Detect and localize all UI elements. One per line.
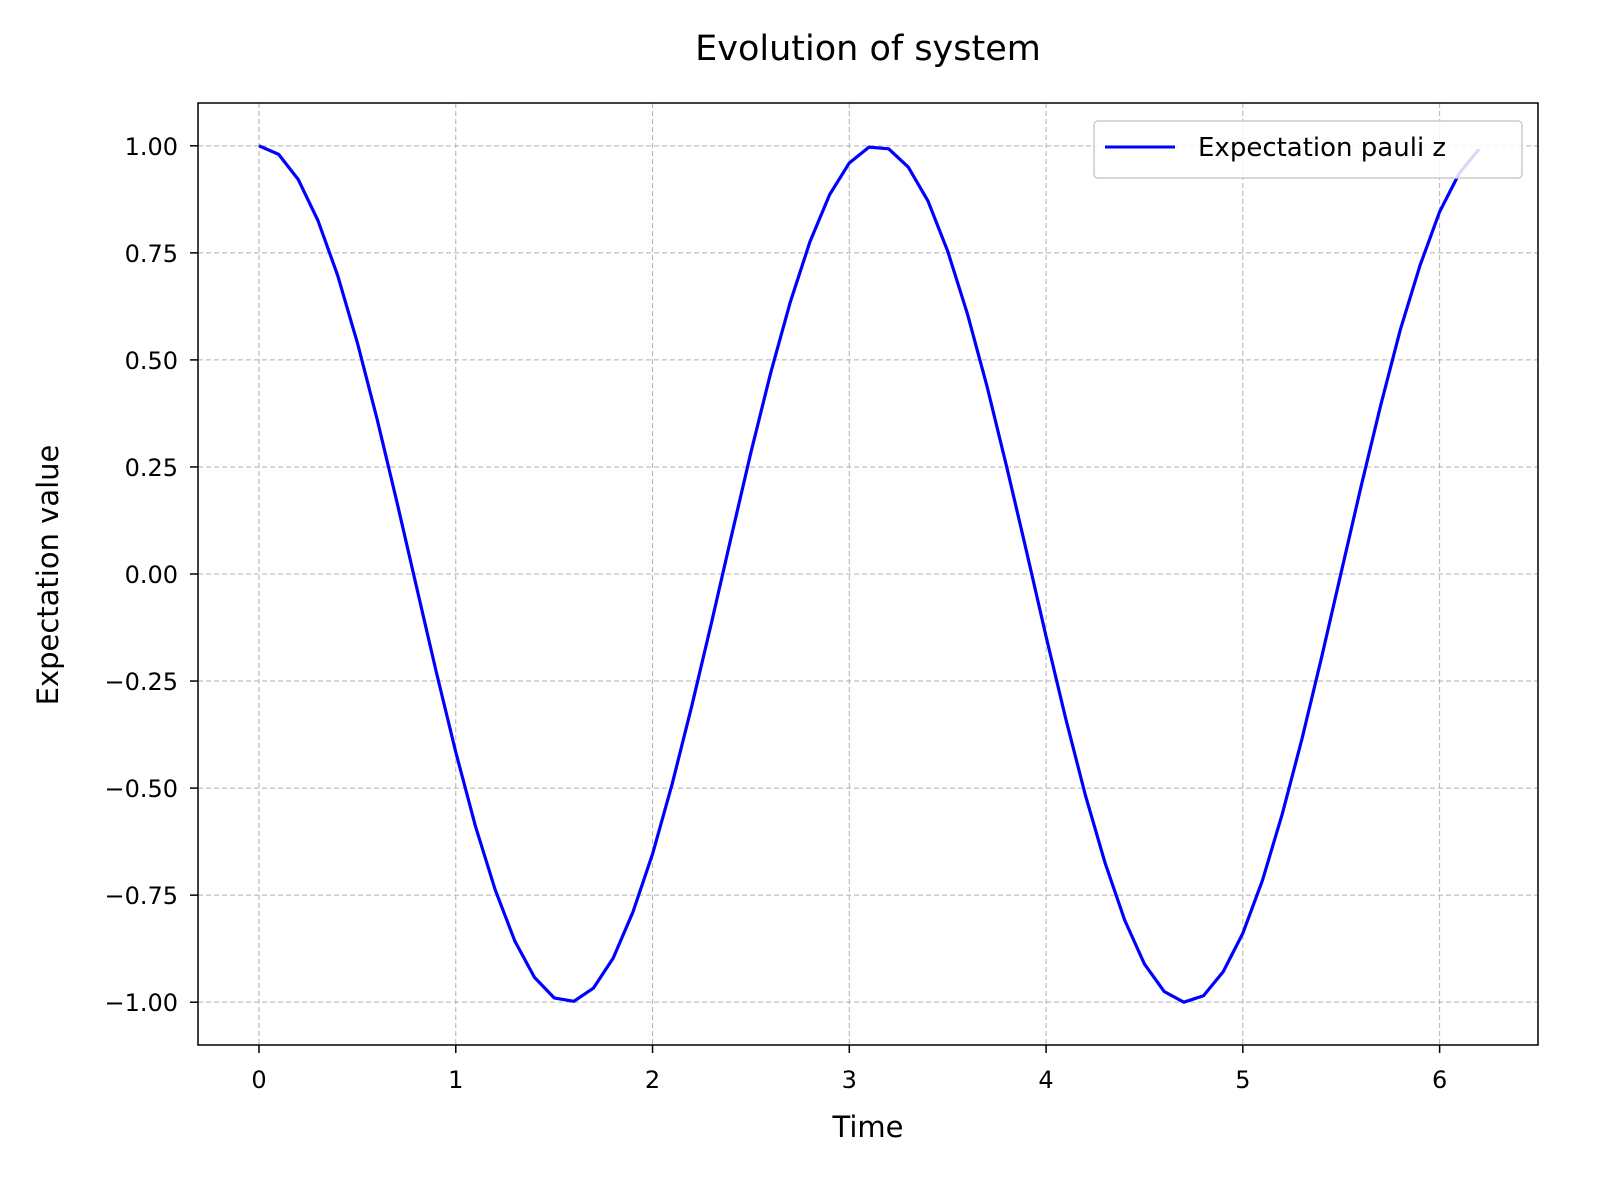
y-tick-label: −1.00 [104,989,178,1017]
series-layer [258,144,1481,1004]
x-tick-label: 6 [1432,1066,1447,1094]
y-tick-label: −0.50 [104,775,178,803]
x-tick-label: 3 [842,1066,857,1094]
y-tick-label: −0.75 [104,882,178,910]
legend-box [1093,120,1523,179]
series-line-expectation-pauli-z [258,144,1481,1004]
x-tick-label: 1 [448,1066,463,1094]
x-tick-label: 4 [1038,1066,1053,1094]
legend: Expectation pauli z [1093,120,1523,179]
axis-ticks: 0 1 2 3 4 5 6 1.00 0.75 0.50 0.25 0.00 −0.25 −0.50 −0.… [104,133,1447,1094]
y-tick-label: 0.50 [125,347,178,375]
y-axis-title: Expectation value [31,445,65,706]
y-tick-label: 1.00 [125,133,178,161]
y-tick-label: 0.25 [125,454,178,482]
legend-entry-label: Expectation pauli z [1198,133,1446,163]
x-tick-label: 2 [645,1066,660,1094]
x-axis-title: Time [832,1110,904,1144]
x-tick-label: 0 [251,1066,266,1094]
x-tick-label: 5 [1235,1066,1250,1094]
chart-title: Evolution of system [695,29,1041,69]
y-tick-label: 0.75 [125,240,178,268]
y-tick-label: −0.25 [104,668,178,696]
y-tick-label: 0.00 [125,561,178,589]
